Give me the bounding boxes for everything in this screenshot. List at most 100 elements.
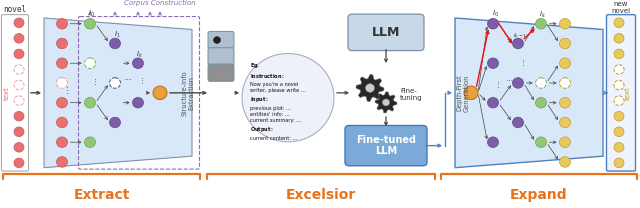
Circle shape [153, 86, 167, 100]
Circle shape [242, 53, 334, 142]
Text: $\vdots$: $\vdots$ [494, 80, 500, 90]
Circle shape [109, 38, 120, 49]
Text: $I_{k-1}$: $I_{k-1}$ [513, 31, 527, 40]
Text: Excelsior: Excelsior [286, 188, 356, 202]
Circle shape [84, 97, 95, 108]
Circle shape [488, 97, 499, 108]
Circle shape [56, 97, 67, 108]
Circle shape [56, 38, 67, 49]
Circle shape [536, 137, 547, 147]
Circle shape [614, 158, 624, 168]
FancyBboxPatch shape [1, 15, 29, 171]
Text: Depth-First
Generation: Depth-First Generation [456, 74, 470, 111]
Circle shape [614, 33, 624, 43]
Text: $\vdots$: $\vdots$ [138, 76, 144, 86]
Text: $\vdots$: $\vdots$ [519, 58, 525, 68]
Text: text: text [625, 86, 631, 100]
Circle shape [56, 157, 67, 167]
Polygon shape [455, 18, 603, 168]
Text: Expand: Expand [510, 188, 568, 202]
Text: Fine-
tuning: Fine- tuning [400, 88, 422, 101]
Text: text: text [3, 86, 10, 100]
Circle shape [109, 78, 120, 88]
Text: $I_k$: $I_k$ [136, 50, 143, 60]
Circle shape [14, 96, 24, 105]
Circle shape [132, 58, 143, 68]
Text: Extract: Extract [74, 188, 130, 202]
Circle shape [614, 18, 624, 28]
Circle shape [14, 80, 24, 90]
Circle shape [559, 117, 570, 128]
Circle shape [56, 78, 67, 88]
Text: $\vdots$: $\vdots$ [63, 85, 69, 96]
Circle shape [513, 38, 524, 49]
Text: Fine-tuned
LLM: Fine-tuned LLM [356, 135, 416, 156]
Circle shape [559, 97, 570, 108]
Circle shape [559, 137, 570, 147]
FancyBboxPatch shape [208, 31, 234, 49]
Circle shape [464, 86, 478, 100]
Circle shape [14, 142, 24, 152]
Circle shape [559, 157, 570, 167]
Circle shape [614, 80, 624, 90]
Text: LLM: LLM [372, 26, 400, 39]
Circle shape [56, 137, 67, 147]
Circle shape [14, 49, 24, 59]
Circle shape [14, 127, 24, 137]
Circle shape [109, 117, 120, 128]
Text: $I_0$: $I_0$ [492, 9, 499, 19]
Circle shape [559, 58, 570, 68]
Circle shape [84, 137, 95, 147]
Text: $\vdots$: $\vdots$ [91, 77, 97, 87]
Circle shape [614, 127, 624, 137]
Text: $I_k$: $I_k$ [540, 10, 547, 20]
Text: Structure-info
Extraction: Structure-info Extraction [182, 70, 195, 116]
Circle shape [559, 38, 570, 49]
Circle shape [559, 19, 570, 29]
Circle shape [536, 78, 547, 88]
Circle shape [559, 78, 570, 88]
Polygon shape [375, 92, 397, 113]
Circle shape [14, 33, 24, 43]
Circle shape [614, 111, 624, 121]
Circle shape [383, 99, 390, 106]
Text: $\cdots$: $\cdots$ [505, 76, 513, 82]
Text: $I_0$: $I_0$ [88, 9, 95, 19]
Circle shape [513, 78, 524, 88]
Circle shape [488, 137, 499, 147]
Circle shape [536, 97, 547, 108]
Circle shape [536, 19, 547, 29]
Circle shape [14, 158, 24, 168]
Polygon shape [356, 75, 384, 102]
Text: $\cdots$: $\cdots$ [123, 73, 131, 82]
Circle shape [214, 37, 221, 43]
Circle shape [84, 58, 95, 68]
Circle shape [132, 97, 143, 108]
Text: new
novel: new novel [611, 1, 630, 14]
FancyBboxPatch shape [348, 14, 424, 51]
FancyBboxPatch shape [345, 125, 427, 166]
Text: $\bf{Eg.}$
$\bf{Instruction:}$
Now you're a novel
writer, please write ...
$\bf{: $\bf{Eg.}$ $\bf{Instruction:}$ Now you'r… [250, 61, 306, 141]
FancyBboxPatch shape [208, 64, 234, 81]
Circle shape [14, 111, 24, 121]
Circle shape [56, 117, 67, 128]
Polygon shape [44, 18, 192, 168]
Text: $I_1$: $I_1$ [114, 30, 120, 40]
Circle shape [488, 58, 499, 68]
Circle shape [56, 58, 67, 68]
Circle shape [513, 117, 524, 128]
Circle shape [614, 65, 624, 74]
Circle shape [488, 19, 499, 29]
Circle shape [614, 142, 624, 152]
Text: novel: novel [3, 5, 27, 14]
Text: Corpus Construction: Corpus Construction [124, 0, 196, 6]
Circle shape [365, 84, 374, 92]
Circle shape [614, 49, 624, 59]
Circle shape [614, 96, 624, 105]
Circle shape [14, 65, 24, 74]
FancyBboxPatch shape [607, 15, 636, 171]
Circle shape [56, 19, 67, 29]
Circle shape [14, 18, 24, 28]
Circle shape [84, 19, 95, 29]
FancyBboxPatch shape [208, 48, 234, 65]
